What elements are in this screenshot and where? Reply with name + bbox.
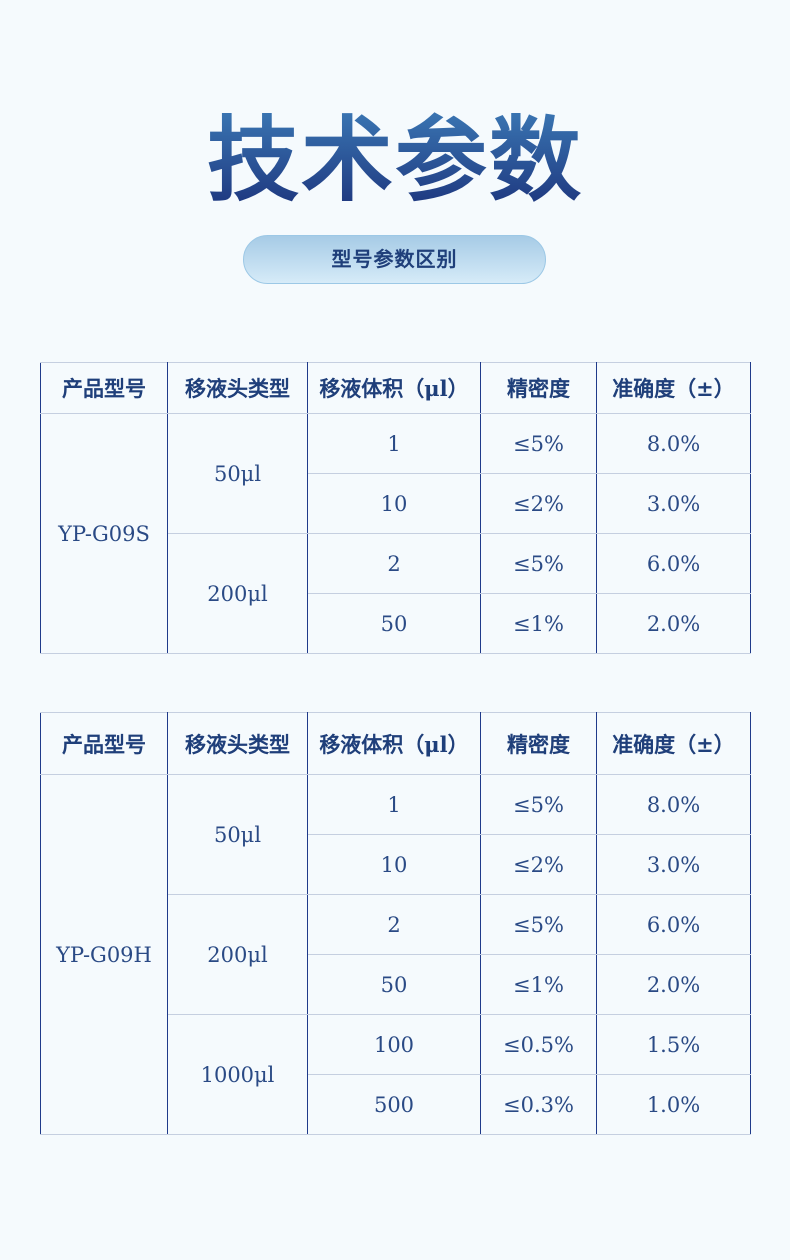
table-row: YP-G09H 50μl 1 ≤5% 8.0% (40, 774, 751, 1135)
column-header: 精密度 (480, 712, 597, 775)
accuracy-cell: 6.0% (596, 533, 751, 594)
tip-type-cell: 1000μl (167, 1014, 308, 1135)
column-header: 准确度（±） (596, 712, 751, 775)
precision-cell: ≤2% (480, 473, 597, 534)
precision-cell: ≤5% (480, 413, 597, 474)
accuracy-cell: 2.0% (596, 593, 751, 654)
volume-cell: 100 (307, 1014, 481, 1075)
column-header: 产品型号 (40, 362, 168, 414)
volume-cell: 10 (307, 473, 481, 534)
table-row: 10 ≤2% 3.0% (41, 473, 751, 534)
table-row: 50 ≤1% 2.0% (41, 593, 751, 654)
precision-cell: ≤5% (480, 894, 597, 955)
precision-cell: ≤2% (480, 834, 597, 895)
volume-cell: 50 (307, 593, 481, 654)
model-cell: YP-G09S (40, 413, 168, 654)
table-row: 1000μl 100 ≤0.5% 1.5% (41, 1014, 751, 1135)
table-row: 200μl 2 ≤5% 6.0% (41, 894, 751, 1015)
volume-cell: 2 (307, 894, 481, 955)
model-cell: YP-G09H (40, 774, 168, 1135)
column-header: 移液体积（μl） (307, 362, 481, 414)
accuracy-cell: 1.5% (596, 1014, 751, 1075)
precision-cell: ≤1% (480, 954, 597, 1015)
volume-cell: 500 (307, 1074, 481, 1135)
table-row: 500 ≤0.3% 1.0% (41, 1074, 751, 1135)
tip-type-cell: 200μl (167, 894, 308, 1015)
table-row: 200μl 2 ≤5% 6.0% (41, 533, 751, 654)
volume-cell: 1 (307, 774, 481, 835)
precision-cell: ≤5% (480, 774, 597, 835)
spec-table-g09h: 产品型号 移液头类型 移液体积（μl） 精密度 准确度（±） YP-G09H 50μl 1 ≤5… (40, 712, 751, 1135)
accuracy-cell: 3.0% (596, 834, 751, 895)
column-header: 准确度（±） (596, 362, 751, 414)
tip-type-cell: 50μl (167, 774, 308, 895)
column-header: 精密度 (480, 362, 597, 414)
accuracy-cell: 3.0% (596, 473, 751, 534)
tip-type-cell: 50μl (167, 413, 308, 534)
accuracy-cell: 8.0% (596, 774, 751, 835)
precision-cell: ≤0.5% (480, 1014, 597, 1075)
accuracy-cell: 1.0% (596, 1074, 751, 1135)
header-row: 产品型号 移液头类型 移液体积（μl） 精密度 准确度（±） (40, 362, 751, 414)
precision-cell: ≤0.3% (480, 1074, 597, 1135)
volume-cell: 2 (307, 533, 481, 594)
precision-cell: ≤5% (480, 533, 597, 594)
header-row: 产品型号 移液头类型 移液体积（μl） 精密度 准确度（±） (40, 712, 751, 775)
column-header: 移液头类型 (167, 362, 308, 414)
column-header: 移液体积（μl） (307, 712, 481, 775)
tip-type-cell: 200μl (167, 533, 308, 654)
accuracy-cell: 6.0% (596, 894, 751, 955)
section-label: 型号参数区别 (243, 235, 546, 284)
column-header: 移液头类型 (167, 712, 308, 775)
volume-cell: 1 (307, 413, 481, 474)
column-header: 产品型号 (40, 712, 168, 775)
spec-table-g09s: 产品型号 移液头类型 移液体积（μl） 精密度 准确度（±） YP-G09S 50μl 1 ≤5… (40, 362, 751, 654)
page-title: 技术参数 (0, 100, 790, 220)
accuracy-cell: 2.0% (596, 954, 751, 1015)
table-row: YP-G09S 50μl 1 ≤5% 8.0% (40, 413, 751, 654)
table-row: 50 ≤1% 2.0% (41, 954, 751, 1015)
volume-cell: 50 (307, 954, 481, 1015)
accuracy-cell: 8.0% (596, 413, 751, 474)
precision-cell: ≤1% (480, 593, 597, 654)
volume-cell: 10 (307, 834, 481, 895)
